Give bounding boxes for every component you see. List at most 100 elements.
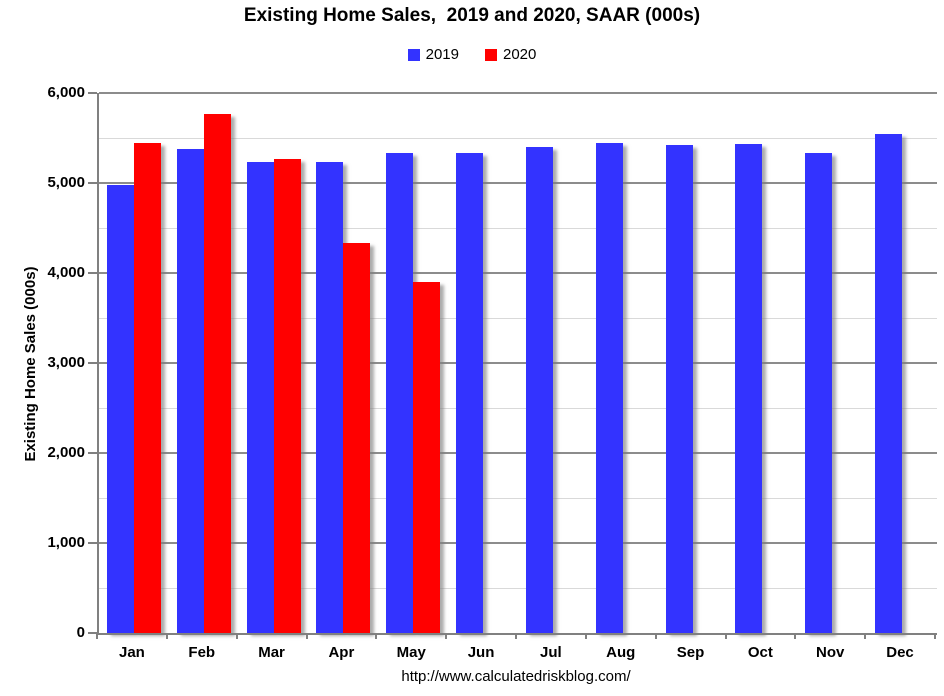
y-axis-tick [88,362,97,364]
bar-2019-mar [246,162,274,633]
x-axis-tick [305,633,308,639]
x-axis-line [97,633,937,635]
x-tick-label-dec: Dec [886,644,914,661]
bar-pair [805,153,859,633]
y-tick-label: 3,000 [47,354,85,371]
x-axis-tick [445,633,448,639]
y-axis-tick [88,632,97,634]
x-tick-label-jan: Jan [118,644,145,661]
month-group-aug [588,93,658,633]
bar-2020-may [413,282,441,633]
x-tick-label-mar: Mar [258,644,285,661]
bar-pair [176,113,231,633]
bars-container [99,93,937,633]
y-tick-label: 2,000 [47,444,85,461]
bar-2019-jan [106,184,134,633]
x-axis-tick [584,633,587,639]
legend-swatch-2020-icon [485,48,497,61]
month-group-feb [169,93,239,633]
major-gridline [99,92,937,94]
y-axis-tick [88,452,97,454]
bar-pair [386,153,441,633]
x-axis-tick [235,633,238,639]
minor-gridline [99,407,937,409]
y-tick-label: 1,000 [47,534,85,551]
x-tick-label-aug: Aug [606,644,636,661]
y-axis-tick [88,272,97,274]
y-tick-label: 0 [76,624,85,641]
bar-2019-sep [665,145,693,633]
bar-2020-apr [343,243,371,633]
month-group-jul [518,93,588,633]
x-tick-label-apr: Apr [328,644,355,661]
bar-2020-feb [203,113,231,633]
y-tick-label: 5,000 [47,174,85,191]
x-axis-tick [654,633,657,639]
bar-pair [875,134,929,633]
bar-2019-dec [875,134,903,633]
x-axis-tick [864,633,867,639]
x-tick-label-nov: Nov [816,644,845,661]
major-gridline [99,272,937,274]
month-group-apr [308,93,378,633]
bar-2020-mar [273,158,301,633]
legend-item-2020: 2020 [485,46,536,63]
bar-pair [595,143,650,633]
minor-gridline [99,587,937,589]
month-group-dec [867,93,937,633]
major-gridline [99,182,937,184]
legend: 2019 2020 [0,46,944,63]
y-tick-label: 4,000 [47,264,85,281]
bar-2020-jan [133,143,161,633]
month-group-sep [658,93,728,633]
y-axis-tick [88,182,97,184]
bar-pair [735,144,789,633]
legend-label-2019: 2019 [425,46,459,63]
legend-item-2019: 2019 [407,46,459,63]
month-group-mar [239,93,309,633]
x-tick-label-sep: Sep [676,644,705,661]
source-url: http://www.calculatedriskblog.com/ [401,668,631,685]
month-group-nov [797,93,867,633]
y-tick-label: 6,000 [47,84,85,101]
x-axis-tick [724,633,727,639]
plot-area [97,92,937,635]
x-tick-label-oct: Oct [747,644,773,661]
x-axis-tick [794,633,797,639]
x-tick-label-feb: Feb [188,644,216,661]
bar-pair [456,153,510,633]
bar-2019-apr [316,162,344,633]
x-axis-tick [934,633,936,639]
x-tick-label-jun: Jun [467,644,495,661]
bar-pair [665,145,720,633]
month-group-oct [727,93,797,633]
minor-gridline [99,497,937,499]
bar-2019-may [386,153,414,633]
y-axis-tick [88,92,97,94]
x-axis-tick [375,633,378,639]
legend-label-2020: 2020 [503,46,537,63]
month-group-jan [99,93,169,633]
bar-pair [246,158,301,633]
bar-pair [316,162,371,633]
minor-gridline [99,317,937,319]
minor-gridline [99,227,937,229]
month-group-jun [448,93,518,633]
bar-pair [525,147,580,633]
bar-pair [106,143,161,633]
bar-2019-jul [525,147,553,633]
x-tick-label-jul: Jul [540,644,562,661]
major-gridline [99,542,937,544]
major-gridline [99,452,937,454]
x-axis-labels: Jan Feb Mar Apr May Jun Jul Aug Sep Oct Nov Dec [97,644,935,661]
x-axis-tick [165,633,168,639]
bar-2019-oct [735,144,763,633]
bar-2019-feb [176,148,204,633]
legend-swatch-2019-icon [407,48,420,61]
x-axis-tick [96,633,98,639]
minor-gridline [99,137,937,139]
chart-title: Existing Home Sales, 2019 and 2020, SAAR… [243,5,701,26]
major-gridline [99,362,937,364]
month-group-may [378,93,448,633]
